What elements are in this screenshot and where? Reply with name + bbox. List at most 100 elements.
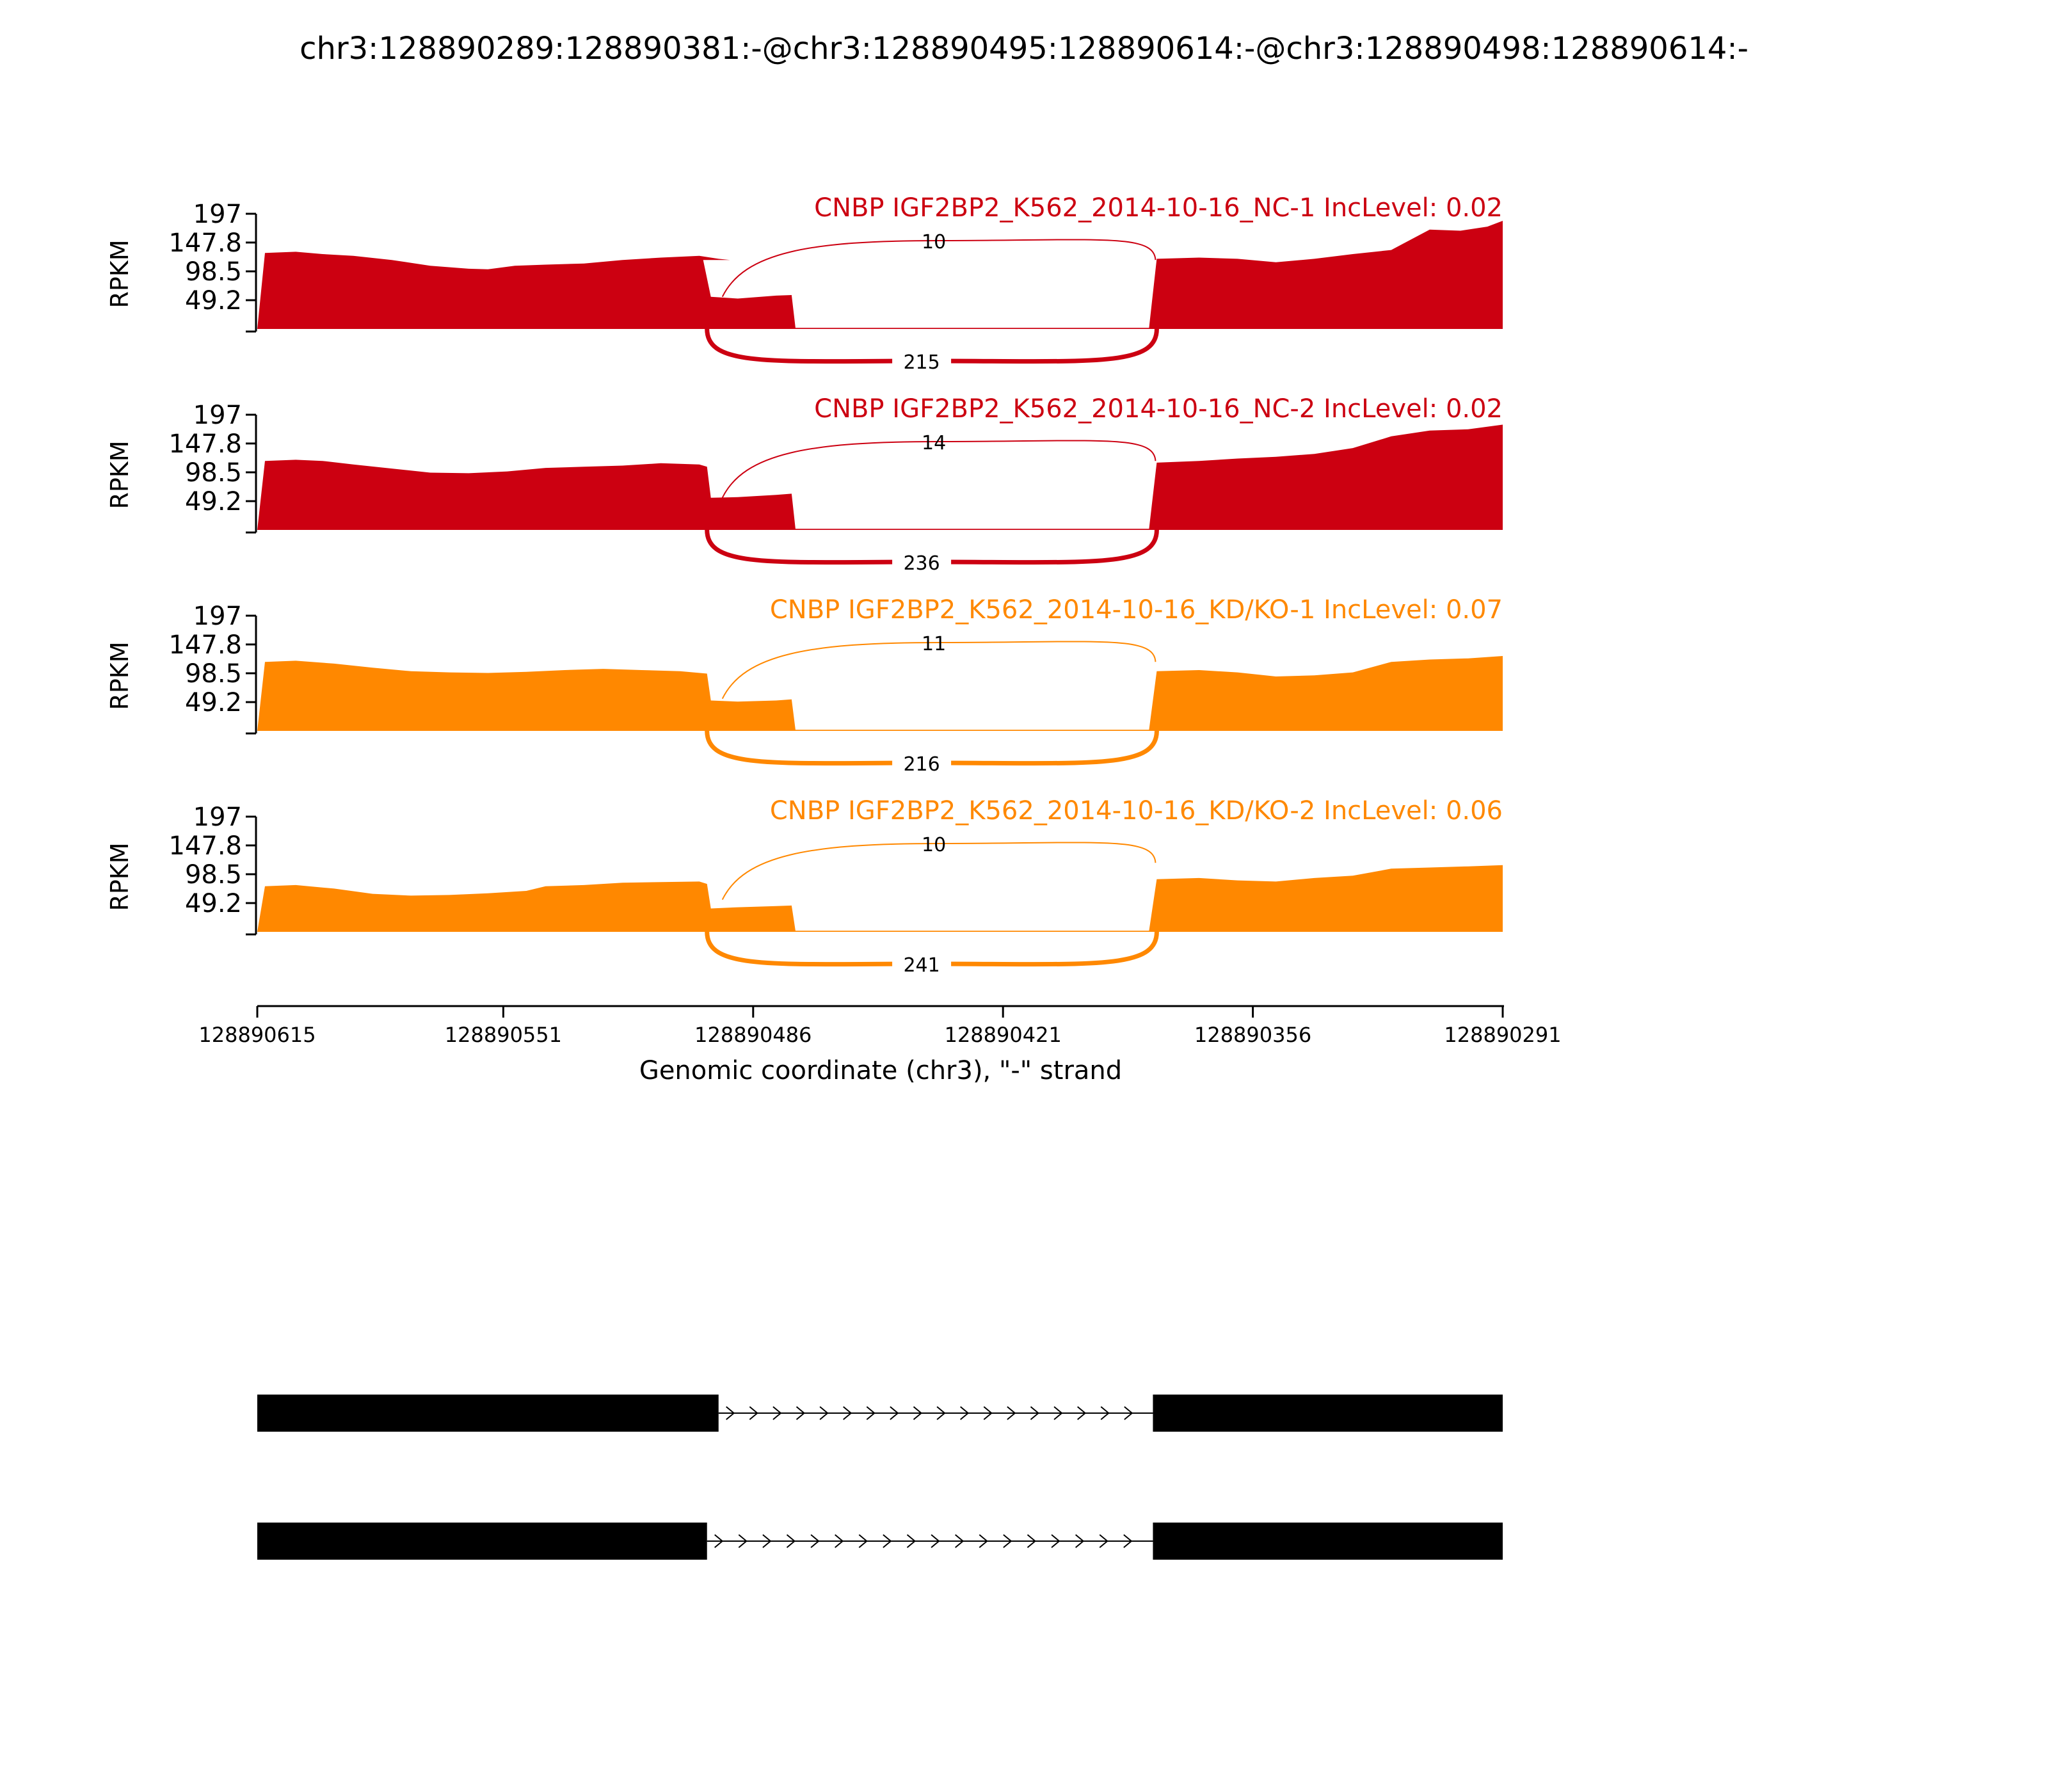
strand-arrow — [960, 1406, 970, 1420]
strand-arrow — [913, 1406, 923, 1420]
coverage-area — [257, 424, 1503, 530]
y-tick-label: 147.8 — [168, 630, 242, 660]
isoform-1 — [257, 1395, 1503, 1432]
strand-arrow — [810, 1534, 820, 1548]
y-tick-label: 98.5 — [185, 458, 242, 488]
y-tick-label: 98.5 — [185, 860, 242, 890]
x-tick-label: 128890615 — [198, 1023, 316, 1047]
y-tick-label: 197 — [193, 200, 242, 229]
strand-arrow — [819, 1406, 829, 1420]
inclusion-junction-arc — [721, 440, 1156, 499]
skipping-junction-count: 236 — [903, 552, 940, 575]
inclusion-junction-arc — [721, 239, 1156, 298]
sample-label: CNBP IGF2BP2_K562_2014-10-16_KD/KO-2 Inc… — [770, 796, 1503, 826]
strand-arrow — [983, 1406, 993, 1420]
y-tick-label: 197 — [193, 401, 242, 430]
strand-arrow — [1027, 1534, 1037, 1548]
strand-arrow — [1003, 1534, 1012, 1548]
strand-arrow — [955, 1534, 964, 1548]
strand-arrow — [1030, 1406, 1040, 1420]
y-axis-label: RPKM — [106, 440, 134, 509]
exon-block — [257, 1395, 719, 1432]
strand-arrow — [906, 1534, 916, 1548]
x-axis: 128890615 128890551 128890486 128890421 1288… — [198, 1005, 1562, 1085]
inclusion-junction-arc — [721, 641, 1156, 700]
strand-arrow — [1075, 1534, 1085, 1548]
strand-arrow — [866, 1406, 876, 1420]
coverage-area — [257, 656, 1503, 731]
skipping-junction-count: 241 — [903, 954, 940, 977]
y-tick-label: 147.8 — [168, 228, 242, 258]
x-tick-label: 128890421 — [945, 1023, 1062, 1047]
exon-block — [257, 1523, 707, 1560]
exon-block — [1153, 1523, 1503, 1560]
coverage-area — [257, 221, 1503, 329]
strand-arrow — [890, 1406, 899, 1420]
junction-label-background — [892, 948, 952, 977]
strand-arrow — [762, 1534, 772, 1548]
strand-arrow — [1053, 1406, 1063, 1420]
y-axis-label: RPKM — [106, 239, 134, 308]
coverage-area — [257, 865, 1503, 932]
isoform-track — [257, 1395, 1503, 1560]
skipping-junction-count: 216 — [903, 753, 940, 776]
inclusion-junction-arc — [721, 842, 1156, 900]
strand-arrow — [1099, 1534, 1108, 1548]
strand-arrow — [843, 1406, 852, 1420]
y-axis-label: RPKM — [106, 842, 134, 911]
strand-arrow — [936, 1406, 946, 1420]
strand-arrow — [931, 1534, 940, 1548]
strand-arrow — [726, 1406, 735, 1420]
y-tick-label: 49.2 — [185, 688, 242, 717]
x-tick-label: 128890291 — [1444, 1023, 1561, 1047]
strand-arrow — [979, 1534, 988, 1548]
y-tick-label: 147.8 — [168, 429, 242, 459]
strand-arrow — [1007, 1406, 1016, 1420]
strand-arrow — [772, 1406, 782, 1420]
strand-arrow — [749, 1406, 758, 1420]
chart-title: chr3:128890289:128890381:-@chr3:12889049… — [300, 31, 1748, 67]
isoform-2 — [257, 1523, 1503, 1560]
x-tick-label: 128890486 — [694, 1023, 812, 1047]
strand-arrow — [1051, 1534, 1060, 1548]
strand-arrow — [738, 1534, 748, 1548]
y-tick-label: 197 — [193, 803, 242, 832]
inclusion-junction-count: 10 — [922, 834, 946, 856]
strand-arrow — [786, 1534, 796, 1548]
x-tick-label: 128890551 — [445, 1023, 562, 1047]
x-axis-label: Genomic coordinate (chr3), "-" strand — [639, 1056, 1122, 1085]
strand-arrow — [1124, 1406, 1133, 1420]
y-tick-label: 98.5 — [185, 659, 242, 689]
sample-label: CNBP IGF2BP2_K562_2014-10-16_NC-1 IncLev… — [814, 193, 1503, 223]
inclusion-junction-count: 10 — [922, 231, 946, 253]
strand-arrow — [858, 1534, 868, 1548]
strand-arrow — [1100, 1406, 1110, 1420]
strand-arrow — [1077, 1406, 1087, 1420]
strand-arrow — [835, 1534, 844, 1548]
y-tick-label: 147.8 — [168, 831, 242, 861]
y-tick-label: 49.2 — [185, 889, 242, 918]
sample-label: CNBP IGF2BP2_K562_2014-10-16_NC-2 IncLev… — [814, 394, 1503, 424]
strand-arrow — [796, 1406, 806, 1420]
strand-arrow — [714, 1534, 724, 1548]
y-tick-label: 49.2 — [185, 286, 242, 316]
strand-arrow — [1123, 1534, 1133, 1548]
inclusion-junction-count: 14 — [922, 432, 946, 454]
sample-label: CNBP IGF2BP2_K562_2014-10-16_KD/KO-1 Inc… — [770, 595, 1503, 625]
inclusion-junction-count: 11 — [922, 633, 946, 655]
junction-label-background — [892, 547, 952, 575]
skipping-junction-count: 215 — [903, 351, 940, 374]
x-tick-label: 128890356 — [1194, 1023, 1311, 1047]
y-tick-label: 98.5 — [185, 257, 242, 287]
strand-arrow — [883, 1534, 892, 1548]
junction-label-background — [892, 748, 952, 776]
y-axis-label: RPKM — [106, 641, 134, 710]
exon-block — [1153, 1395, 1503, 1432]
y-tick-label: 49.2 — [185, 487, 242, 516]
